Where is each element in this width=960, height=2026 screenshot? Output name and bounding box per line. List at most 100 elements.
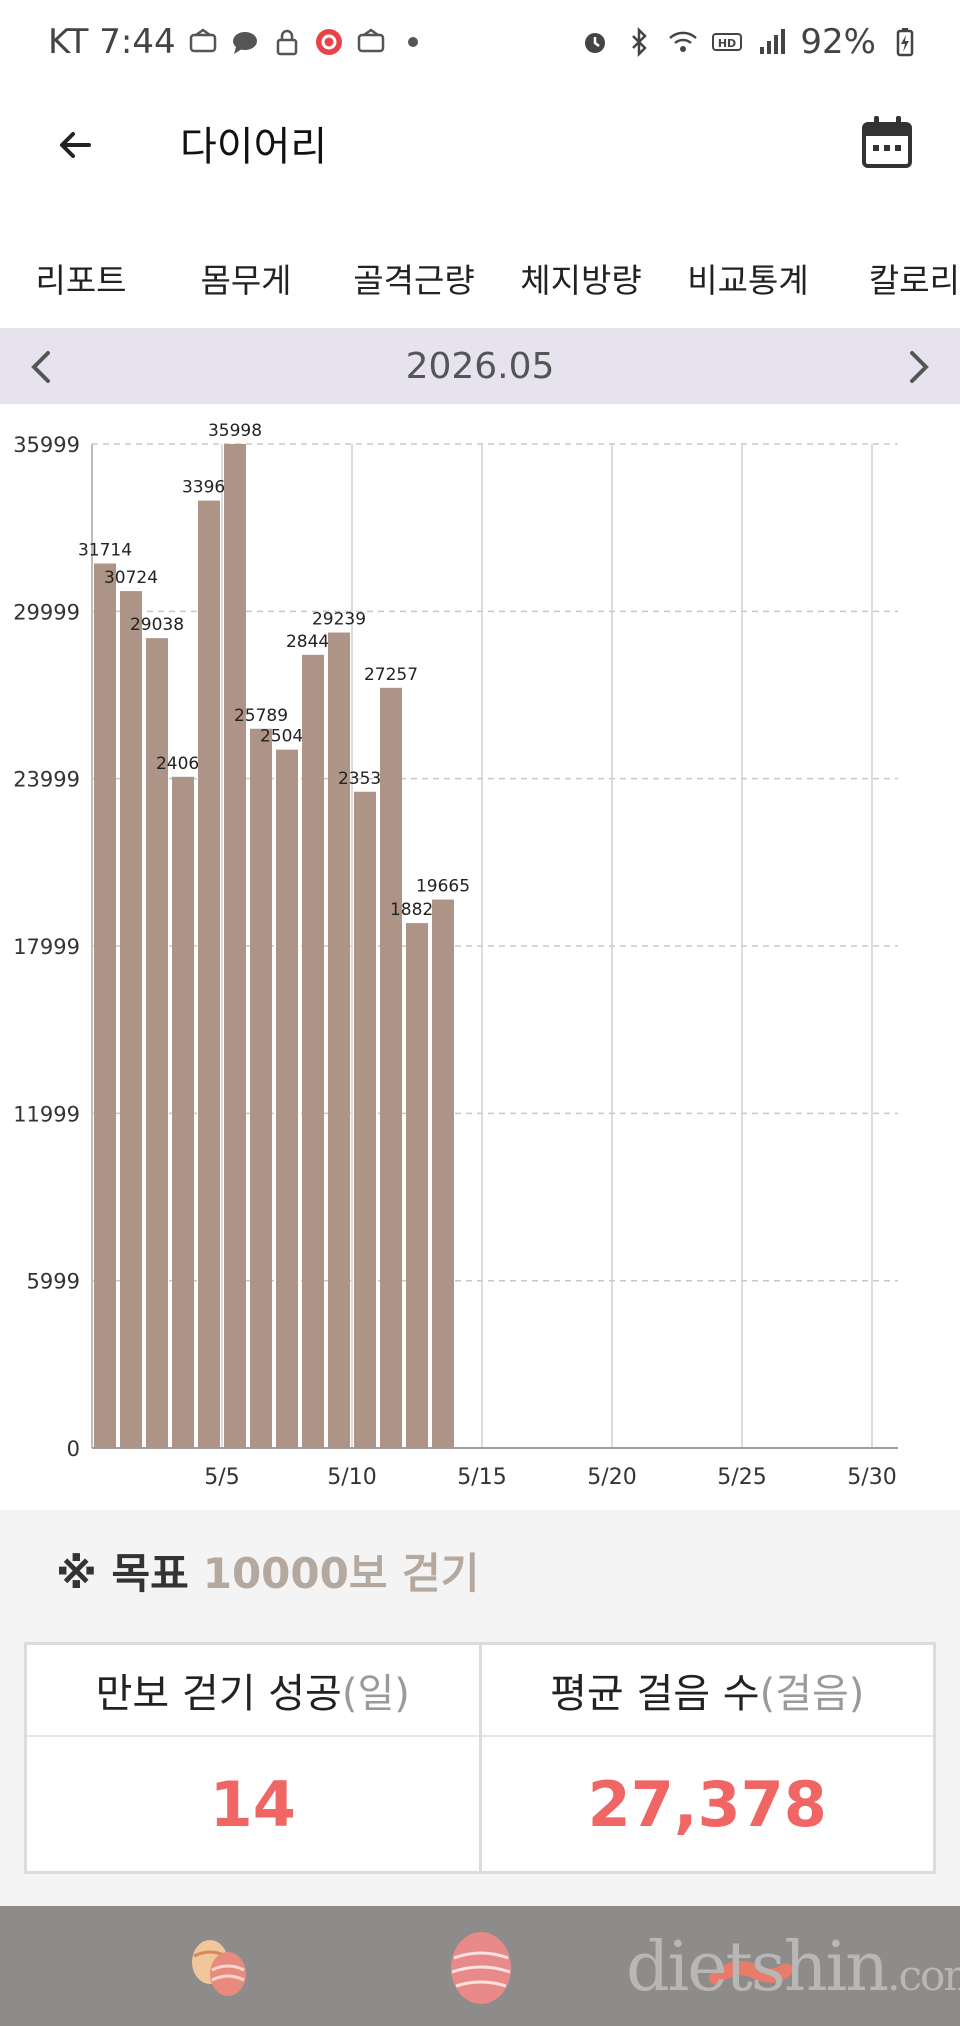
prev-month-button[interactable]: [16, 342, 66, 392]
bar-value-label: 29239: [312, 610, 366, 630]
status-bar: KT 7:44 HD 92%: [0, 0, 960, 90]
chart-bar: [354, 791, 376, 1448]
tab-body-fat[interactable]: 체지방량: [520, 261, 642, 300]
month-label: 2026.05: [405, 346, 555, 387]
watermark-main: dietshin: [626, 1928, 889, 2007]
alarm-icon: [585, 33, 606, 53]
chart-bar: [94, 563, 116, 1448]
bar-value-label: 18822: [390, 900, 444, 920]
chart-bar: [146, 638, 168, 1448]
app-bar: 다이어리: [0, 90, 960, 200]
svg-text:HD: HD: [718, 37, 736, 50]
bar-value-label: 24066: [156, 754, 210, 774]
eggs-icon: [192, 1940, 246, 1996]
stat-unit: (일): [341, 1671, 410, 1717]
goal-summary: ※ 목표 10000보 걷기 만보 걷기 성공 (일) 14 평균 걸음 수 (걸음…: [0, 1510, 960, 1906]
sausage-nav-button[interactable]: [706, 1926, 796, 2006]
signal-icon: [760, 29, 786, 54]
chat-icon: [232, 32, 257, 54]
record-icon: [315, 29, 342, 55]
tab-weight[interactable]: 몸무게: [200, 261, 292, 300]
news-icon: [189, 28, 216, 53]
battery-icon: [896, 28, 914, 57]
calendar-button[interactable]: [856, 112, 920, 176]
back-button[interactable]: [40, 110, 110, 180]
stat-value: 14: [209, 1767, 296, 1841]
goal-line: ※ 목표 10000보 걷기: [56, 1540, 479, 1601]
battery-percent: 92%: [800, 22, 876, 62]
goal-value: 10000보 걷기: [202, 1549, 480, 1598]
watermark-suffix: .com: [887, 1951, 960, 2000]
goal-prefix: ※ 목표: [56, 1549, 189, 1598]
stat-average-steps: 평균 걸음 수 (걸음) 27,378: [478, 1645, 933, 1871]
bar-value-label: 25789: [234, 706, 288, 726]
carrier-time: KT 7:44: [48, 22, 176, 62]
y-tick-label: 17999: [13, 935, 80, 959]
y-tick-label: 29999: [13, 600, 80, 624]
y-tick-label: 23999: [13, 768, 80, 792]
chevron-left-icon: [31, 351, 50, 383]
y-tick-label: 35999: [13, 433, 80, 457]
tab-compare[interactable]: 비교통계: [687, 261, 809, 300]
easter-egg-icon: [451, 1932, 511, 2004]
wifi-icon: [669, 31, 698, 52]
stat-unit: (걸음): [759, 1671, 865, 1717]
chart-bar: [250, 728, 272, 1448]
bar-value-label: 30724: [104, 568, 158, 588]
bottom-navigation: dietshin.com: [0, 1906, 960, 2026]
lock-icon: [276, 29, 297, 56]
chart-bar: [406, 923, 428, 1448]
arrow-left-icon: [60, 132, 91, 158]
bar-value-label: 19665: [416, 877, 470, 897]
chevron-right-icon: [910, 351, 929, 383]
chart-bar: [198, 500, 220, 1448]
next-month-button[interactable]: [894, 342, 944, 392]
month-navigator: 2026.05: [0, 328, 960, 404]
x-tick-label: 5/15: [457, 1465, 506, 1490]
chart-bar: [224, 444, 246, 1448]
y-tick-label: 5999: [27, 1270, 80, 1294]
chart-bar: [172, 776, 194, 1448]
x-tick-label: 5/20: [587, 1465, 636, 1490]
bar-value-label: 23530: [338, 769, 392, 789]
status-left: KT 7:44: [48, 22, 428, 62]
chart-bar: [380, 687, 402, 1448]
stats-table: 만보 걷기 성공 (일) 14 평균 걸음 수 (걸음) 27,378: [24, 1642, 936, 1874]
bar-value-label: 28441: [286, 632, 340, 652]
category-tabs: 리포트 몸무게 골격근량 체지방량 비교통계 칼로리: [0, 232, 960, 324]
eggs-nav-button[interactable]: [176, 1926, 266, 2006]
bar-value-label: 29038: [130, 615, 184, 635]
steps-bar-chart: 0 5999 11999 17999 23999 29999 35999 5/5 5/10 5/1…: [0, 404, 960, 1510]
bar-value-label: 35998: [208, 421, 262, 441]
bar-value-label: 27257: [364, 665, 418, 685]
status-right: HD 92%: [580, 22, 920, 62]
bar-value-label: 25040: [260, 727, 314, 747]
stat-success-days: 만보 걷기 성공 (일) 14: [27, 1645, 479, 1871]
chart-bar: [302, 654, 324, 1448]
x-tick-label: 5/10: [327, 1465, 376, 1490]
dot-icon: [407, 37, 418, 47]
news-icon: [357, 28, 384, 53]
tab-muscle[interactable]: 골격근량: [353, 261, 475, 300]
watermark: dietshin.com: [626, 1928, 960, 2007]
tab-report[interactable]: 리포트: [35, 261, 127, 300]
y-tick-label: 11999: [13, 1102, 80, 1126]
tab-calorie[interactable]: 칼로리: [868, 261, 960, 300]
stat-label: 만보 걷기 성공: [95, 1671, 342, 1717]
bluetooth-icon: [632, 27, 648, 57]
chart-bar: [432, 899, 454, 1448]
y-tick-label: 0: [67, 1437, 80, 1461]
chart-bar: [120, 591, 142, 1448]
x-tick-label: 5/25: [717, 1465, 766, 1490]
page-title: 다이어리: [180, 124, 328, 170]
stat-header: 평균 걸음 수 (걸음): [481, 1645, 933, 1737]
stat-header: 만보 걷기 성공 (일): [27, 1645, 479, 1737]
stat-label: 평균 걸음 수: [550, 1671, 760, 1717]
calendar-icon: [862, 116, 912, 168]
easter-egg-nav-button[interactable]: [436, 1926, 526, 2006]
x-tick-label: 5/30: [847, 1465, 896, 1490]
x-tick-label: 5/5: [204, 1465, 239, 1490]
sausage-icon: [709, 1961, 793, 1985]
chart-svg: 0 5999 11999 17999 23999 29999 35999 5/5 5/10 5/1…: [13, 421, 898, 1490]
chart-bar: [276, 749, 298, 1448]
